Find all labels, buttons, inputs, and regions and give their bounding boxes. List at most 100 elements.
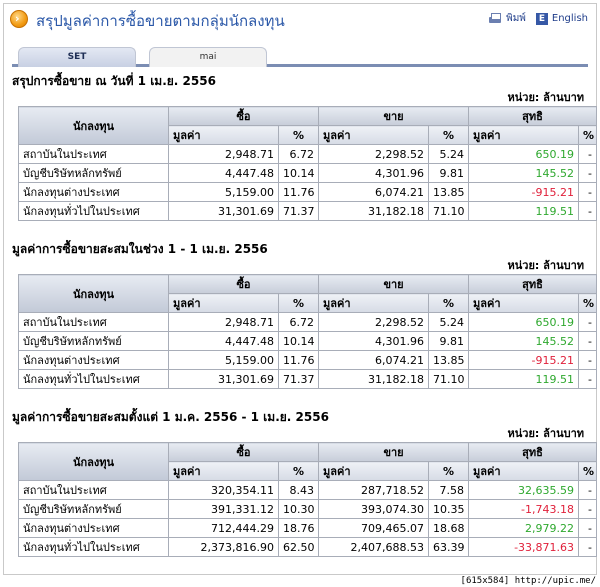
- buy-value-cell: 2,373,816.90: [168, 537, 279, 557]
- tab-mai[interactable]: mai: [149, 47, 267, 67]
- buy-percent-cell: 62.50: [277, 537, 320, 557]
- section-title: สรุปการซื้อขาย ณ วันที่ 1 เม.ย. 2556: [12, 74, 216, 88]
- buy-value-cell: 31,301.69: [168, 369, 279, 389]
- column-header-buy: ซื้อ: [167, 106, 320, 126]
- column-header-buy: ซื้อ: [167, 442, 320, 462]
- table-row: นักลงทุนต่างประเทศ 5,159.00 11.76 6,074.21 1…: [18, 350, 598, 370]
- buy-percent-cell: 10.14: [277, 163, 320, 183]
- english-button[interactable]: E English: [535, 12, 588, 25]
- investor-summary-table: นักลงทุน ซื้อ ขาย สุทธิ มูลค่า% มูลค่า% มูลค่า…: [18, 442, 598, 557]
- net-percent-cell: -: [578, 163, 598, 183]
- investor-name-cell: บัญชีบริษัทหลักทรัพย์: [18, 499, 169, 519]
- sell-percent-cell: 9.81: [428, 163, 470, 183]
- net-percent-cell: -: [578, 480, 598, 500]
- net-percent-cell: -: [578, 182, 598, 202]
- net-value-cell: 145.52: [468, 331, 580, 351]
- net-value-cell: -915.21: [468, 182, 580, 202]
- buy-value-cell: 5,159.00: [168, 350, 279, 370]
- sell-value-cell: 2,407,688.53: [318, 537, 430, 557]
- net-value-cell: 2,979.22: [468, 518, 580, 538]
- buy-value-cell: 320,354.11: [168, 480, 279, 500]
- net-value-cell: 145.52: [468, 163, 580, 183]
- column-header-investor: นักลงทุน: [18, 274, 169, 313]
- net-value-cell: 119.51: [468, 201, 580, 221]
- tab-set[interactable]: SET: [18, 47, 136, 67]
- column-header-buy: ซื้อ: [167, 274, 320, 294]
- page-header: › สรุปมูลค่าการซื้อขายตามกลุ่มนักลงทุน พ…: [4, 4, 596, 32]
- sell-value-cell: 6,074.21: [318, 182, 430, 202]
- buy-percent-cell: 6.72: [277, 312, 320, 332]
- column-header-percent: %: [428, 461, 470, 481]
- column-header-investor: นักลงทุน: [18, 106, 169, 145]
- table-row: นักลงทุนทั่วไปในประเทศ 31,301.69 71.37 31,1…: [18, 201, 598, 221]
- header-actions: พิมพ์ E English: [488, 11, 588, 26]
- column-header-percent: %: [578, 293, 598, 313]
- investor-name-cell: นักลงทุนต่างประเทศ: [18, 518, 169, 538]
- column-header-value: มูลค่า: [468, 461, 580, 481]
- net-percent-cell: -: [578, 499, 598, 519]
- column-header-net: สุทธิ: [468, 274, 598, 294]
- table-row: บัญชีบริษัทหลักทรัพย์ 4,447.48 10.14 4,301.…: [18, 163, 598, 183]
- sell-value-cell: 6,074.21: [318, 350, 430, 370]
- buy-percent-cell: 10.30: [277, 499, 320, 519]
- sell-value-cell: 393,074.30: [318, 499, 430, 519]
- net-value-cell: 32,635.59: [468, 480, 580, 500]
- column-header-value: มูลค่า: [468, 293, 580, 313]
- investor-name-cell: บัญชีบริษัทหลักทรัพย์: [18, 331, 169, 351]
- net-value-cell: 119.51: [468, 369, 580, 389]
- printer-icon: [488, 12, 502, 25]
- buy-percent-cell: 71.37: [277, 201, 320, 221]
- sell-percent-cell: 13.85: [428, 350, 470, 370]
- column-header-percent: %: [578, 461, 598, 481]
- sell-percent-cell: 10.35: [428, 499, 470, 519]
- sell-percent-cell: 5.24: [428, 312, 470, 332]
- net-percent-cell: -: [578, 537, 598, 557]
- sell-value-cell: 2,298.52: [318, 144, 430, 164]
- net-percent-cell: -: [578, 144, 598, 164]
- investor-name-cell: สถาบันในประเทศ: [18, 480, 169, 500]
- buy-value-cell: 391,331.12: [168, 499, 279, 519]
- buy-percent-cell: 71.37: [277, 369, 320, 389]
- section-title: มูลค่าการซื้อขายสะสมในช่วง 1 - 1 เม.ย. 2…: [12, 242, 268, 256]
- sell-value-cell: 4,301.96: [318, 163, 430, 183]
- table-row: สถาบันในประเทศ 2,948.71 6.72 2,298.52 5.24 65…: [18, 312, 598, 332]
- column-header-net: สุทธิ: [468, 442, 598, 462]
- column-header-percent: %: [428, 125, 470, 145]
- page-title: สรุปมูลค่าการซื้อขายตามกลุ่มนักลงทุน: [36, 12, 285, 30]
- investor-name-cell: นักลงทุนทั่วไปในประเทศ: [18, 201, 169, 221]
- buy-percent-cell: 11.76: [277, 182, 320, 202]
- buy-percent-cell: 11.76: [277, 350, 320, 370]
- sell-value-cell: 4,301.96: [318, 331, 430, 351]
- print-button[interactable]: พิมพ์: [488, 11, 526, 26]
- column-header-percent: %: [277, 293, 320, 313]
- net-value-cell: -33,871.63: [468, 537, 580, 557]
- investor-summary-table: นักลงทุน ซื้อ ขาย สุทธิ มูลค่า% มูลค่า% มูลค่า…: [18, 274, 598, 389]
- arrow-bullet-icon: ›: [10, 10, 28, 28]
- buy-percent-cell: 18.76: [277, 518, 320, 538]
- sell-percent-cell: 63.39: [428, 537, 470, 557]
- sell-value-cell: 709,465.07: [318, 518, 430, 538]
- column-header-sell: ขาย: [318, 106, 470, 126]
- column-header-sell: ขาย: [318, 442, 470, 462]
- column-header-value: มูลค่า: [318, 293, 430, 313]
- table-row: นักลงทุนต่างประเทศ 712,444.29 18.76 709,465…: [18, 518, 598, 538]
- net-value-cell: 650.19: [468, 312, 580, 332]
- table-row: นักลงทุนต่างประเทศ 5,159.00 11.76 6,074.21 1…: [18, 182, 598, 202]
- column-header-sell: ขาย: [318, 274, 470, 294]
- column-header-percent: %: [578, 125, 598, 145]
- section-title: มูลค่าการซื้อขายสะสมตั้งแต่ 1 ม.ค. 2556 …: [12, 410, 329, 424]
- net-percent-cell: -: [578, 331, 598, 351]
- investor-name-cell: สถาบันในประเทศ: [18, 144, 169, 164]
- table-row: สถาบันในประเทศ 2,948.71 6.72 2,298.52 5.24 65…: [18, 144, 598, 164]
- net-percent-cell: -: [578, 369, 598, 389]
- page-frame: › สรุปมูลค่าการซื้อขายตามกลุ่มนักลงทุน พ…: [3, 3, 598, 575]
- sell-percent-cell: 71.10: [428, 369, 470, 389]
- language-icon: E: [535, 12, 548, 25]
- sell-percent-cell: 5.24: [428, 144, 470, 164]
- net-percent-cell: -: [578, 350, 598, 370]
- unit-label: หน่วย: ล้านบาท: [507, 427, 584, 440]
- buy-value-cell: 4,447.48: [168, 163, 279, 183]
- investor-name-cell: นักลงทุนทั่วไปในประเทศ: [18, 369, 169, 389]
- investor-name-cell: สถาบันในประเทศ: [18, 312, 169, 332]
- table-row: สถาบันในประเทศ 320,354.11 8.43 287,718.52 7.…: [18, 480, 598, 500]
